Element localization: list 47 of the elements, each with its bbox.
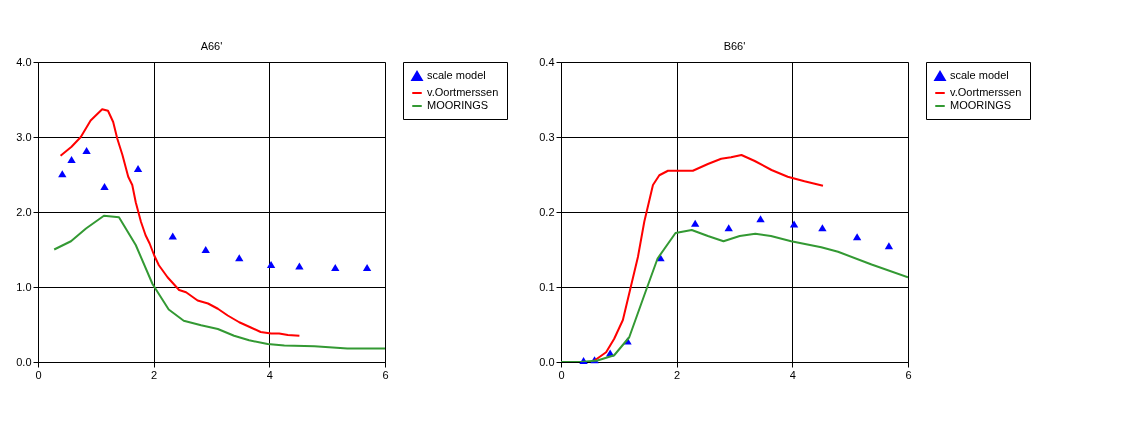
point xyxy=(818,224,827,232)
point xyxy=(756,215,765,223)
y-tick-label: 0.3 xyxy=(539,130,555,143)
x-tick-label: 2 xyxy=(151,368,158,381)
point xyxy=(235,254,244,262)
y-tick-label: 4.0 xyxy=(16,55,32,68)
x-tick-label: 0 xyxy=(35,368,42,381)
y-tick-label: 0.4 xyxy=(539,55,555,68)
x-tick-label: 0 xyxy=(558,368,565,381)
point xyxy=(884,242,894,250)
point xyxy=(724,224,733,232)
point xyxy=(100,182,109,191)
y-tick-label: 1.0 xyxy=(16,280,32,293)
y-tick-label: 0.0 xyxy=(16,355,32,368)
point xyxy=(295,262,304,270)
point xyxy=(201,245,210,254)
y-tick-label: 0.0 xyxy=(539,355,555,368)
point xyxy=(852,233,862,241)
chart-title: A66' xyxy=(200,40,223,52)
x-tick-label: 6 xyxy=(905,368,912,381)
y-tick-label: 0.1 xyxy=(539,280,555,293)
x-tick-label: 6 xyxy=(382,368,389,381)
legend-label: scale model xyxy=(427,69,486,81)
chart-title: B66' xyxy=(723,40,746,52)
point xyxy=(168,232,177,240)
x-tick-label: 2 xyxy=(674,368,681,381)
point xyxy=(133,164,143,173)
legend-label: scale model xyxy=(950,69,1009,81)
legend-label: v.Oortmerssen xyxy=(950,86,1022,98)
point xyxy=(362,263,372,272)
y-tick-label: 3.0 xyxy=(16,130,32,143)
y-tick-label: 0.2 xyxy=(539,205,555,218)
line-series xyxy=(59,108,301,337)
y-tick-label: 2.0 xyxy=(16,205,32,218)
x-tick-label: 4 xyxy=(266,368,273,381)
point xyxy=(82,146,91,155)
point xyxy=(789,220,799,228)
point xyxy=(690,219,700,227)
point xyxy=(331,263,340,272)
point xyxy=(266,260,276,269)
legend-label: MOORINGS xyxy=(950,99,1012,111)
x-tick-label: 4 xyxy=(789,368,796,381)
line-series xyxy=(53,214,385,350)
legend-label: MOORINGS xyxy=(427,99,489,111)
point xyxy=(67,155,76,164)
point xyxy=(58,170,67,178)
legend-label: v.Oortmerssen xyxy=(427,86,499,98)
